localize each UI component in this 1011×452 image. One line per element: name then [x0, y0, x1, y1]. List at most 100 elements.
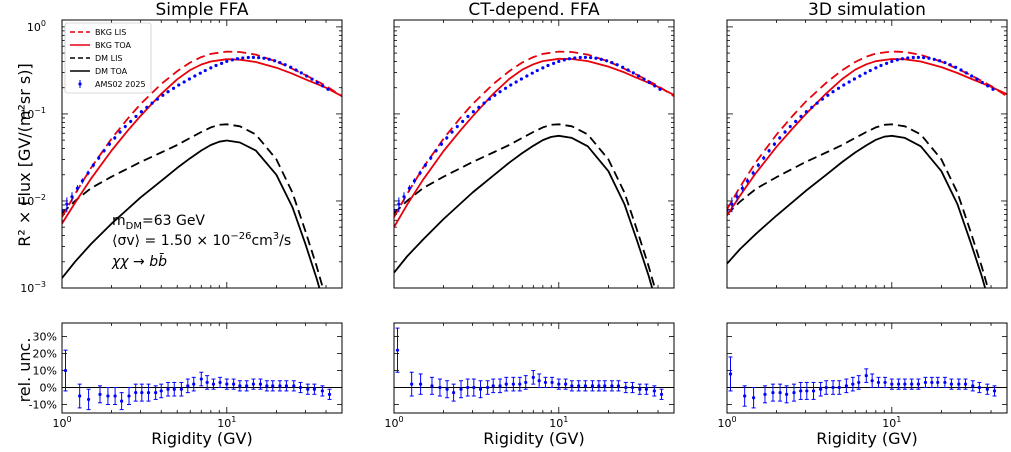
ams02-point — [466, 114, 470, 119]
ams02-point — [397, 202, 401, 206]
x-axis-label: Rigidity (GV) — [151, 429, 252, 448]
ams02-point — [150, 101, 154, 105]
ams02-point — [267, 57, 271, 61]
annotation-unit-tail: /s — [279, 233, 291, 249]
rel-unc-point — [811, 389, 816, 393]
ams02-point — [751, 171, 755, 175]
unc-tick-label: 20% — [33, 348, 57, 361]
rel-unc-point — [543, 380, 548, 385]
ams02-point — [294, 68, 298, 72]
ams02-point — [599, 57, 603, 61]
rel-unc-point — [320, 389, 324, 393]
ams02-point — [519, 77, 524, 81]
ams02-point — [445, 136, 449, 140]
legend-label: DM LIS — [95, 54, 123, 63]
rel-unc-point — [292, 384, 296, 388]
ams02-point — [605, 59, 609, 63]
x-tick-exp: 0 — [66, 415, 71, 424]
ams02-point — [251, 55, 256, 60]
ams02-point — [778, 136, 782, 140]
ams02-point — [70, 195, 74, 199]
ams02-point — [418, 171, 422, 175]
y-tick-exp: 0 — [41, 19, 46, 28]
ams02-point — [86, 171, 90, 175]
annotation-unit: cm — [251, 233, 272, 249]
ams02-point — [305, 74, 309, 78]
rel-unc-point — [652, 389, 656, 393]
series-ams02 — [62, 55, 330, 225]
ams02-point — [863, 71, 867, 75]
rel-unc-point — [238, 384, 242, 388]
y-tick-label: 10−3 — [20, 280, 46, 295]
rel-unc-point — [985, 387, 989, 391]
ams02-point — [498, 90, 502, 94]
ams02-point — [938, 59, 942, 63]
ams02-point — [794, 119, 798, 124]
rel-unc-point — [903, 382, 907, 386]
rel-unc-point — [930, 380, 934, 385]
ams02-point — [139, 110, 143, 114]
ams02-point — [235, 57, 240, 61]
rel-unc-point — [844, 384, 848, 388]
unc-tick-label: -10% — [29, 399, 57, 412]
ams02-point — [799, 114, 803, 119]
rel-unc-point — [278, 384, 282, 388]
rel-unc-point — [418, 382, 423, 386]
series-dm-lis — [62, 123, 324, 288]
rel-unc-point — [504, 382, 508, 386]
series-rel-unc — [63, 349, 332, 411]
ams02-point — [198, 71, 202, 75]
rel-unc-point — [410, 382, 414, 386]
ams02-point — [155, 97, 159, 101]
ams02-point — [852, 77, 857, 81]
ams02-point — [423, 163, 427, 167]
ams02-point — [842, 83, 846, 87]
rel-unc-point — [778, 391, 782, 395]
rel-unc-point — [258, 382, 263, 386]
rel-unc-point — [851, 382, 855, 386]
rel-unc-point — [531, 375, 535, 379]
rel-unc-point — [186, 384, 190, 388]
ams02-point — [954, 65, 958, 69]
rel-unc-point — [824, 385, 828, 390]
rel-unc-point — [312, 387, 316, 391]
ams02-point — [65, 202, 69, 206]
series-bkg-toa — [62, 58, 342, 225]
ams02-point — [187, 77, 192, 81]
ams02-point — [455, 124, 459, 129]
curves — [394, 50, 674, 288]
rel-unc-point — [284, 384, 289, 388]
ams02-point — [573, 56, 577, 60]
series-dm-lis — [394, 123, 656, 288]
rel-unc-point — [831, 385, 835, 390]
series-dm-toa — [62, 139, 321, 288]
unc-tick-label: 30% — [33, 331, 57, 344]
rel-unc-point — [570, 384, 574, 388]
y-axis-label-flux: R² × Flux [GV/(m²sr s)] — [15, 63, 34, 247]
series-rel-unc — [728, 356, 997, 409]
ams02-point — [171, 86, 176, 90]
rel-unc-point — [159, 389, 163, 393]
rel-unc-point — [577, 384, 581, 388]
ams02-point — [740, 186, 744, 190]
annotation-exp: −26 — [230, 231, 251, 242]
ams02-point — [658, 87, 662, 91]
annotation-mass-sub: DM — [126, 221, 142, 232]
ams02-point — [434, 149, 438, 153]
annotation-cross-section: ⟨σv⟩ = 1.50 × 10−26cm3/s — [112, 231, 291, 249]
ams02-point — [541, 66, 545, 70]
ams02-point — [134, 114, 138, 119]
annotation: mDM=63 GeV⟨σv⟩ = 1.50 × 10−26cm3/s χχ → b… — [111, 213, 291, 270]
ams02-point — [477, 105, 481, 109]
ams02-point — [193, 74, 197, 78]
ams02-point — [874, 66, 878, 70]
ams02-point — [145, 105, 149, 109]
x-tick-exp: 1 — [231, 415, 236, 424]
ams02-point — [487, 97, 491, 101]
ams02-point — [922, 56, 926, 60]
rel-unc-point — [590, 384, 595, 388]
ams02-point — [783, 130, 787, 134]
rel-unc-point — [192, 382, 196, 386]
ams02-point — [756, 163, 760, 167]
rel-unc-point — [498, 384, 502, 388]
